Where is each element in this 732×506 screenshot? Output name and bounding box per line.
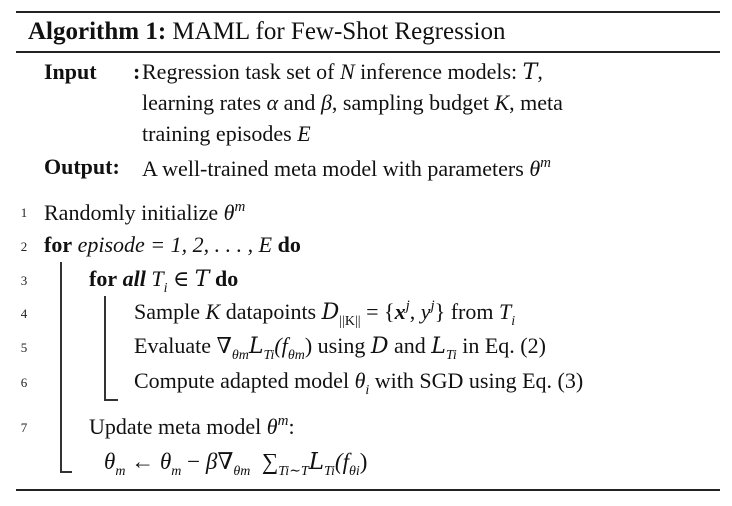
outer-loop-end [60, 471, 72, 473]
inner-loop-bar [104, 296, 106, 400]
line-1: Randomly initialize θm [44, 199, 246, 225]
top-rule [16, 11, 720, 13]
algorithm-name: MAML for Few-Shot Regression [172, 18, 506, 45]
line-number-5: 5 [20, 340, 28, 355]
inner-loop-end [104, 399, 118, 401]
algorithm-title: Algorithm 1: MAML for Few-Shot Regressio… [28, 19, 506, 44]
line-number-6: 6 [20, 375, 28, 390]
output-label: Output: [44, 154, 120, 179]
input-line-2: learning rates α and β, sampling budget … [142, 90, 563, 115]
line-number-3: 3 [20, 273, 28, 288]
line-5: Evaluate ∇θmLTi(fθm) using D and LTi in … [134, 333, 546, 363]
update-equation: θm ← θm − β∇θm ∑Ti∼TLTi(fθi) [104, 449, 368, 479]
input-line-1: Regression task set of N inference model… [142, 59, 543, 85]
line-7: Update meta model θm: [89, 413, 295, 439]
line-6: Compute adapted model θi with SGD using … [134, 368, 584, 398]
line-3: for all Ti ∈ T do [89, 266, 239, 296]
line-2: for episode = 1, 2, . . . , E do [44, 232, 301, 257]
outer-loop-bar [60, 262, 62, 472]
line-number-7: 7 [20, 420, 28, 435]
line-number-1: 1 [20, 205, 28, 220]
line-4: Sample K datapoints D||K|| = {xj, yj} fr… [134, 298, 516, 329]
title-rule [16, 51, 720, 53]
line-number-2: 2 [20, 239, 28, 254]
algorithm-label: Algorithm 1: [28, 18, 167, 45]
bottom-rule [16, 489, 720, 491]
output-text: A well-trained meta model with parameter… [142, 155, 551, 181]
line-number-4: 4 [20, 306, 28, 321]
input-line-3: training episodes E [142, 121, 311, 146]
input-label: Input [44, 59, 97, 84]
input-colon: : [133, 59, 141, 84]
